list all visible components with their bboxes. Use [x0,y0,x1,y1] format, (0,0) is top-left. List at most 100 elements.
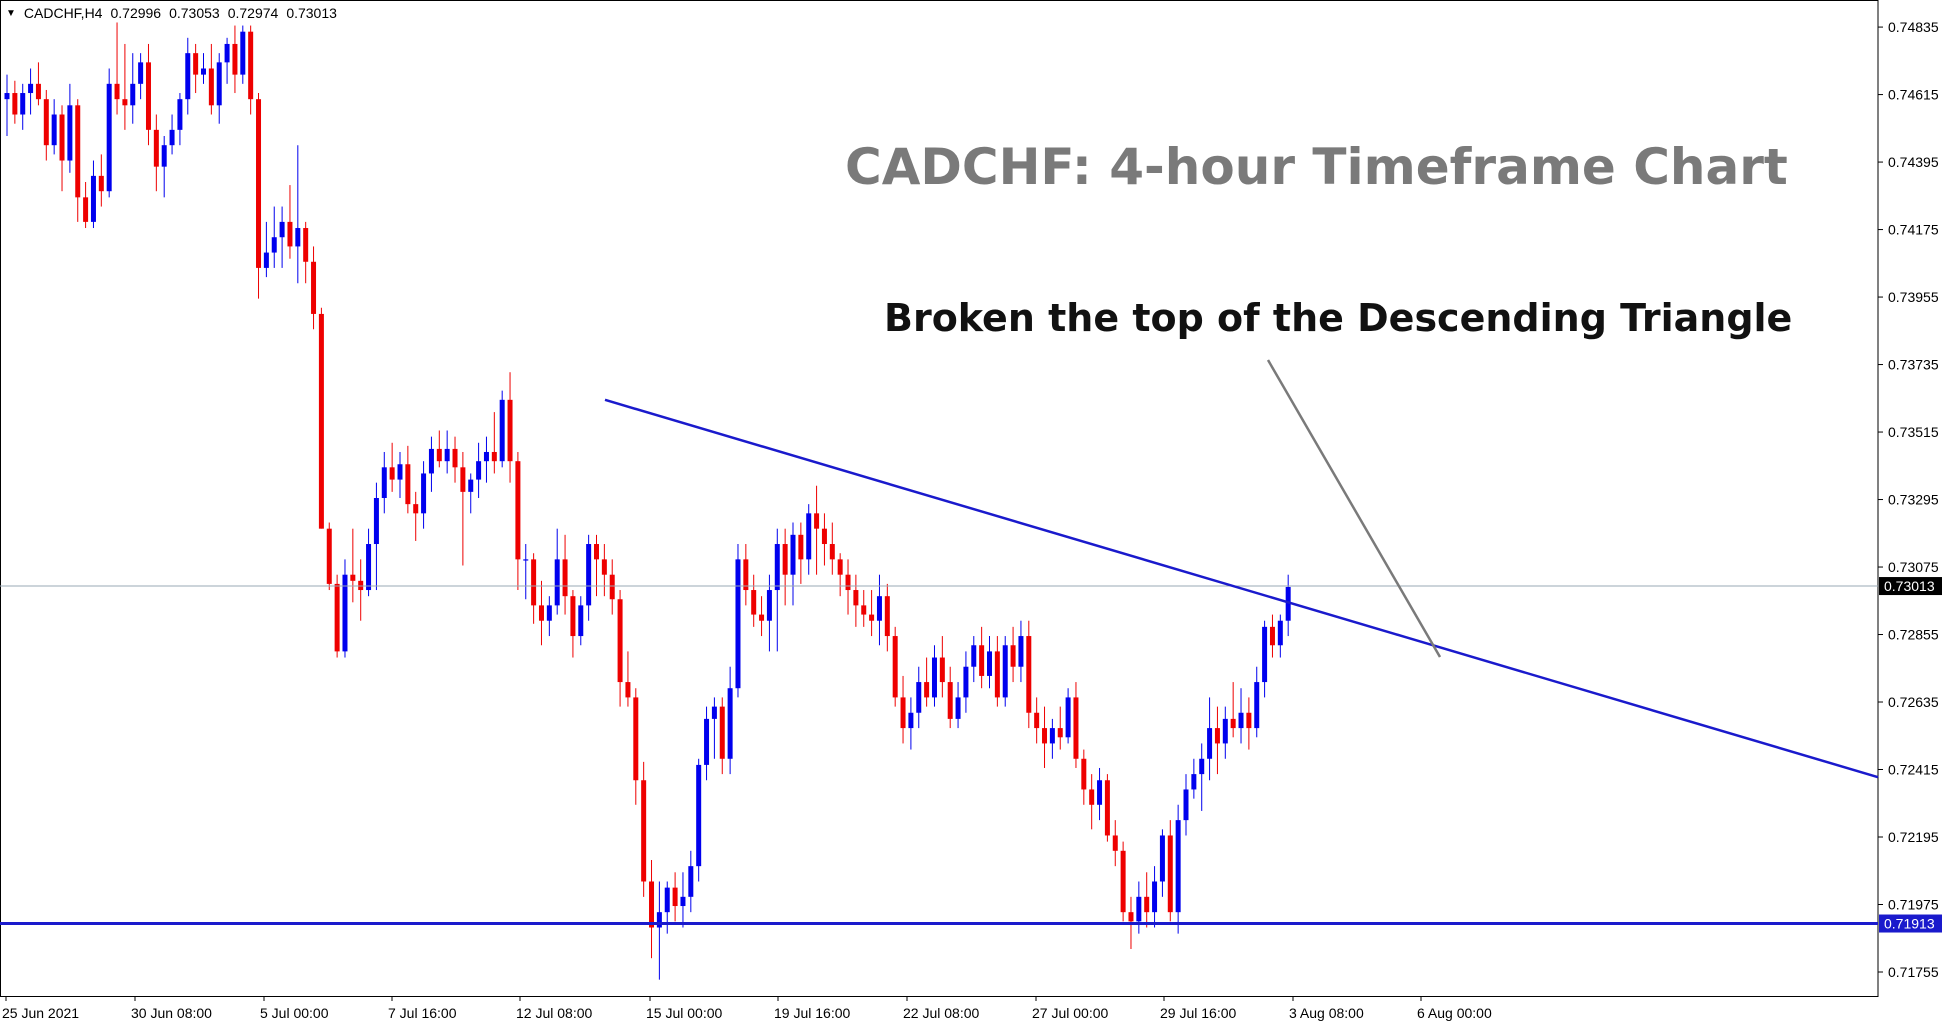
candle-body [900,697,906,729]
candle-body [358,580,364,591]
candle-body [373,498,379,545]
candle-body [43,99,49,146]
x-tick-label: 12 Jul 08:00 [516,1005,592,1021]
y-tick-label: 0.74835 [1888,19,1939,35]
candle-body [751,590,757,615]
candle-body [869,614,875,621]
candle-body [1104,780,1110,836]
candle-body [766,590,772,621]
candle-body [169,129,175,146]
candle-body [271,237,277,253]
candle-body [130,83,136,106]
candle-body [1042,728,1048,744]
candle-body [428,448,434,474]
annotation-label: Broken the top of the Descending Triangl… [884,296,1793,340]
x-tick-label: 3 Aug 08:00 [1289,1005,1364,1021]
candle-body [1285,586,1291,621]
y-tick-label: 0.72855 [1888,627,1939,643]
x-tick-label: 15 Jul 00:00 [646,1005,722,1021]
support-price-label: 0.71913 [1884,916,1935,932]
y-tick-label: 0.73515 [1888,424,1939,440]
candle-body [1262,626,1268,683]
candle-body [397,464,403,480]
candle-body [499,399,505,462]
candle-body [216,62,222,106]
candle-body [1254,682,1260,729]
candle-body [979,645,985,676]
candle-body [334,583,340,652]
candle-body [248,31,254,100]
candle-body [366,544,372,591]
candle-body [821,528,827,545]
candle-body [193,53,199,75]
candle-body [1089,789,1095,805]
candle-body [987,651,992,676]
candle-body [208,68,214,106]
candle-body [114,83,120,100]
candle-body [90,175,96,222]
y-tick-label: 0.72415 [1888,762,1939,778]
candle-body [1183,789,1189,821]
candle-body [892,636,898,698]
candle-body [350,574,356,581]
y-tick-label: 0.72635 [1888,694,1939,710]
candle-body [1073,697,1079,759]
candle-body [318,313,324,529]
candle-body [696,764,702,867]
candle-body [405,464,411,505]
candle-body [876,596,882,621]
candle-body [491,451,497,462]
candle-body [845,574,851,591]
candle-body [1246,712,1252,729]
triangle-down-icon[interactable]: ▼ [6,7,16,19]
candle-body [1057,728,1063,738]
candle-body [452,448,458,468]
candle-body [806,513,812,560]
candle-body [727,688,733,759]
candle-body [916,682,922,713]
open-value: 0.72996 [110,5,162,21]
candle-body [884,596,890,637]
y-tick-label: 0.73955 [1888,289,1939,305]
x-tick-label: 29 Jul 16:00 [1160,1005,1236,1021]
candle-body [311,261,317,314]
x-tick-label: 6 Aug 00:00 [1417,1005,1492,1021]
candle-body [145,62,151,130]
y-tick-label: 0.71755 [1888,964,1939,980]
candle-body [947,682,953,719]
candle-body [719,706,725,759]
candle-body [1222,718,1228,744]
x-tick-label: 19 Jul 16:00 [774,1005,850,1021]
plot-frame [0,0,1879,997]
candle-body [829,544,835,560]
candle-body [287,221,293,247]
support-price-tag [1879,914,1942,933]
candle-body [1065,697,1071,738]
candle-body [790,534,796,575]
candle-body [201,68,206,75]
candle-body [531,559,537,606]
candle-body [75,105,81,198]
candle-body [421,473,427,514]
annotation-arrow [1266,359,1442,658]
candle-body [1144,896,1150,913]
candle-body [743,559,749,591]
candle-body [153,129,159,167]
candle-body [1238,712,1244,729]
candle-body [1269,626,1275,646]
candle-body [1010,645,1016,667]
candle-body [625,682,631,698]
candle-body [177,99,183,130]
candle-body [20,93,26,115]
candle-body [1214,728,1220,744]
candle-body [861,605,867,615]
candle-body [924,682,930,698]
x-tick-label: 30 Jun 08:00 [131,1005,212,1021]
candle-body [1097,780,1103,805]
candle-body [664,887,670,913]
candle-body [641,780,647,882]
candle-body [326,528,332,584]
candle-body [436,448,442,462]
descending-trendline[interactable] [604,398,1879,779]
